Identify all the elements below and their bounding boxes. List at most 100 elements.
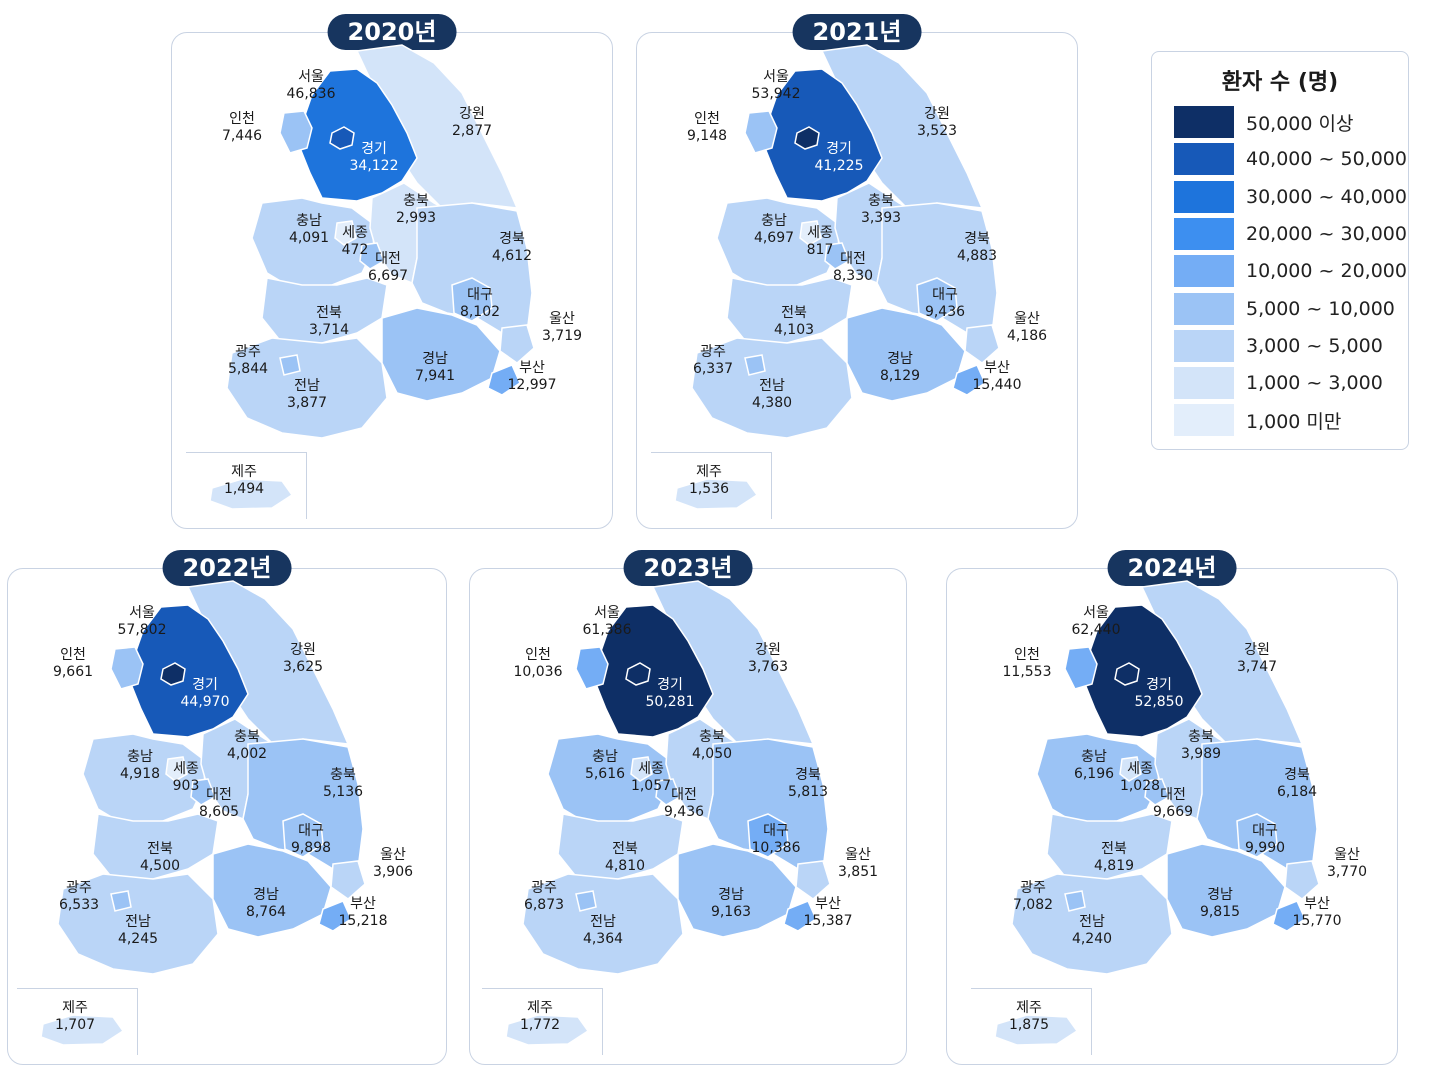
region-name: 광주 xyxy=(66,880,92,896)
region-name: 경북 xyxy=(795,767,821,783)
korea-map xyxy=(40,580,366,1046)
region-name: 대구 xyxy=(467,287,493,303)
region-value: 903 xyxy=(172,778,200,794)
region-name: 경기 xyxy=(192,677,218,693)
year-label: 2022년 xyxy=(162,550,292,586)
region-name: 울산 xyxy=(549,311,575,327)
region-daejeon xyxy=(824,242,850,270)
region-name: 경기 xyxy=(826,141,852,157)
legend-swatch xyxy=(1174,106,1234,138)
region-name: 광주 xyxy=(531,880,557,896)
region-label-gyeongbuk: 경북 5,813 xyxy=(788,767,828,801)
legend-item: 20,000 ~ 30,000 xyxy=(1174,217,1407,250)
region-value: 52,850 xyxy=(1134,694,1184,710)
region-jeju xyxy=(209,478,294,510)
region-value: 1,536 xyxy=(688,481,730,497)
region-name: 충남 xyxy=(761,213,787,229)
region-value: 1,494 xyxy=(223,481,265,497)
region-value: 9,436 xyxy=(663,804,705,820)
year-label: 2021년 xyxy=(792,14,922,50)
jeju-inset-frame xyxy=(17,988,138,1055)
region-name: 인천 xyxy=(694,111,720,127)
jeju-inset-frame xyxy=(482,988,603,1055)
region-value: 50,281 xyxy=(645,694,695,710)
region-value: 2,993 xyxy=(395,210,437,226)
region-name: 대구 xyxy=(932,287,958,303)
region-label-gangwon: 강원 2,877 xyxy=(452,106,492,140)
korea-map xyxy=(674,44,1000,510)
region-gwangju xyxy=(744,354,766,376)
region-name: 세종 xyxy=(173,761,199,777)
region-value: 4,091 xyxy=(288,230,330,246)
region-name: 인천 xyxy=(525,647,551,663)
region-value: 10,036 xyxy=(513,664,563,680)
jeju-inset-frame xyxy=(186,452,307,519)
region-value: 4,186 xyxy=(1006,328,1048,344)
region-value: 7,941 xyxy=(414,368,456,384)
region-label-chungnam: 충남 4,918 xyxy=(120,749,160,783)
region-daegu xyxy=(1236,813,1278,858)
region-busan xyxy=(783,900,817,932)
region-label-sejong: 세종 1,028 xyxy=(1120,761,1160,795)
region-label-gangwon: 강원 3,523 xyxy=(917,106,957,140)
region-label-ulsan: 울산 4,186 xyxy=(1007,311,1047,345)
region-ulsan xyxy=(1284,860,1320,900)
region-jeju xyxy=(674,478,759,510)
region-name: 부산 xyxy=(350,896,376,912)
region-name: 인천 xyxy=(60,647,86,663)
region-label-gyeongnam: 경남 8,129 xyxy=(880,351,920,385)
region-label-seoul: 서울 61,386 xyxy=(583,605,632,639)
region-name: 충남 xyxy=(592,749,618,765)
region-value: 4,697 xyxy=(753,230,795,246)
region-daegu xyxy=(916,277,958,322)
legend-item: 40,000 ~ 50,000 xyxy=(1174,143,1407,176)
region-label-chungnam: 충남 5,616 xyxy=(585,749,625,783)
region-label-gwangju: 광주 5,844 xyxy=(228,344,268,378)
legend-swatch xyxy=(1174,180,1234,213)
region-value: 9,163 xyxy=(710,904,752,920)
region-name: 강원 xyxy=(755,642,781,658)
region-name: 경남 xyxy=(718,887,744,903)
region-name: 제주 xyxy=(62,1000,88,1016)
region-label-sejong: 세종 472 xyxy=(342,225,369,259)
region-daejeon xyxy=(190,778,216,806)
region-label-daejeon: 대전 9,669 xyxy=(1153,787,1193,821)
region-value: 4,364 xyxy=(582,931,624,947)
region-value: 4,612 xyxy=(491,248,533,264)
region-value: 61,386 xyxy=(582,622,632,638)
region-jeonnam xyxy=(57,873,219,975)
region-busan xyxy=(1272,900,1306,932)
region-label-gangwon: 강원 3,747 xyxy=(1237,642,1277,676)
region-name: 서울 xyxy=(129,605,155,621)
region-gwangju xyxy=(279,354,301,376)
region-name: 광주 xyxy=(235,344,261,360)
region-seoul xyxy=(625,662,651,686)
region-ulsan xyxy=(330,860,366,900)
region-value: 3,625 xyxy=(282,659,324,675)
legend-title: 환자 수 (명) xyxy=(1221,70,1339,95)
map-panel-2024: 2024년 서울 62,440 인천 11,553 경기 52,850 강원 3,747 충북 3,… xyxy=(946,550,1398,1065)
region-seoul xyxy=(794,126,820,150)
region-sejong xyxy=(799,220,822,246)
region-label-gyeonggi: 경기 50,281 xyxy=(646,677,695,711)
region-name: 대전 xyxy=(840,251,866,267)
region-label-jeonbuk: 전북 4,500 xyxy=(140,841,180,875)
region-value: 3,989 xyxy=(1180,746,1222,762)
region-value: 4,883 xyxy=(956,248,998,264)
region-name: 세종 xyxy=(1127,761,1153,777)
region-name: 대전 xyxy=(375,251,401,267)
region-label-seoul: 서울 57,802 xyxy=(118,605,167,639)
region-jeju xyxy=(994,1014,1079,1046)
region-name: 제주 xyxy=(1016,1000,1042,1016)
region-name: 충북 xyxy=(403,193,429,209)
region-value: 8,102 xyxy=(459,304,501,320)
region-value: 1,707 xyxy=(54,1017,96,1033)
region-label-gwangju: 광주 7,082 xyxy=(1013,880,1053,914)
region-label-daejeon: 대전 9,436 xyxy=(664,787,704,821)
legend-swatch xyxy=(1174,404,1234,437)
region-name: 인천 xyxy=(229,111,255,127)
region-value: 2,877 xyxy=(451,123,493,139)
region-name: 울산 xyxy=(380,847,406,863)
region-name: 경남 xyxy=(253,887,279,903)
region-value: 7,446 xyxy=(221,128,263,144)
